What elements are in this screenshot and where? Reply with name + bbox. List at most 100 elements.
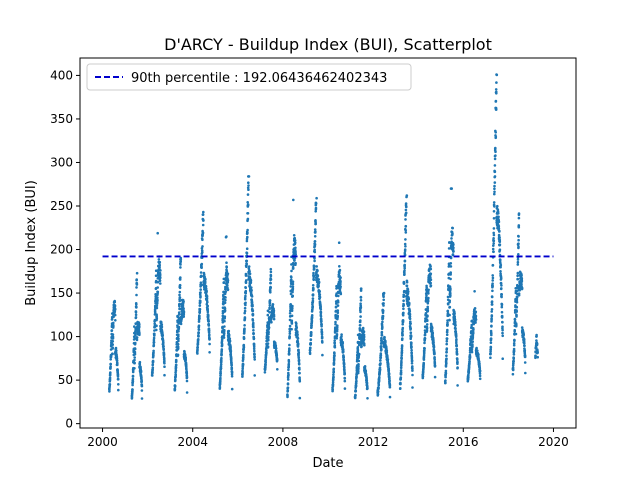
x-tick-label: 2004: [177, 435, 208, 449]
data-point: [403, 259, 407, 263]
data-point: [269, 278, 273, 281]
data-point: [223, 307, 227, 310]
data-point: [450, 237, 453, 240]
data-point: [478, 374, 482, 378]
data-point: [197, 324, 201, 328]
data-point: [219, 366, 223, 370]
data-point: [445, 337, 449, 341]
data-point: [409, 331, 413, 335]
data-point: [204, 287, 208, 290]
data-point: [501, 357, 505, 361]
data-point: [516, 271, 520, 275]
data-point: [489, 346, 493, 349]
data-point: [220, 353, 223, 356]
data-point: [219, 379, 222, 383]
data-point: [517, 242, 520, 245]
data-point: [500, 316, 504, 319]
data-point: [336, 324, 339, 328]
data-point: [291, 287, 295, 290]
data-point: [207, 320, 210, 323]
data-point: [380, 345, 383, 348]
data-point: [286, 383, 290, 386]
data-point: [265, 351, 268, 355]
data-point: [111, 333, 115, 336]
data-point: [200, 262, 204, 266]
data-point: [501, 325, 504, 329]
data-point: [205, 296, 209, 300]
data-point: [242, 355, 245, 359]
data-point: [379, 353, 383, 357]
data-point: [173, 387, 177, 391]
data-point: [174, 373, 177, 376]
data-point: [112, 324, 115, 328]
data-point: [357, 359, 361, 363]
data-point: [267, 322, 271, 325]
data-point: [156, 231, 159, 235]
data-point: [138, 325, 141, 329]
data-point: [263, 371, 267, 374]
data-point: [199, 294, 202, 298]
data-point: [426, 300, 430, 303]
y-tick-label: 250: [50, 199, 73, 213]
data-point: [178, 307, 181, 311]
data-point: [446, 312, 450, 315]
data-point: [206, 304, 209, 308]
data-point: [246, 201, 249, 204]
data-point: [449, 271, 453, 274]
data-point: [501, 321, 504, 324]
data-point: [298, 396, 302, 400]
data-point: [297, 351, 301, 354]
data-point: [230, 371, 234, 374]
data-point: [208, 342, 211, 346]
data-point: [381, 314, 385, 318]
data-point: [453, 315, 457, 318]
data-point: [333, 345, 337, 349]
data-point: [425, 284, 428, 288]
data-point: [471, 340, 475, 343]
data-point: [290, 319, 294, 323]
data-point: [319, 310, 323, 314]
data-point: [252, 329, 255, 332]
data-point: [400, 364, 403, 367]
data-point: [429, 265, 432, 268]
data-point: [133, 361, 136, 365]
data-point: [245, 239, 249, 243]
data-point: [319, 315, 323, 318]
data-point: [207, 314, 210, 318]
data-point: [445, 339, 449, 343]
data-point: [426, 314, 429, 318]
data-point: [266, 345, 270, 348]
data-point: [286, 389, 290, 393]
data-point: [246, 228, 249, 232]
data-point: [517, 224, 521, 227]
data-point: [401, 320, 405, 324]
data-point: [314, 206, 318, 210]
data-point: [410, 348, 413, 352]
data-point: [449, 292, 452, 295]
data-point: [140, 376, 143, 379]
data-point: [380, 333, 384, 337]
data-point: [492, 210, 496, 213]
data-point: [224, 287, 227, 291]
data-point: [296, 337, 300, 340]
data-point: [111, 346, 114, 350]
data-point: [377, 386, 380, 390]
data-point: [178, 299, 181, 303]
data-point: [244, 292, 247, 295]
data-point: [363, 365, 367, 368]
y-axis-ticks: 0 50 100 150 200 250 300 350 400: [50, 68, 80, 431]
data-point: [269, 286, 273, 290]
data-point: [140, 384, 144, 388]
data-point: [449, 273, 452, 276]
data-point: [336, 311, 340, 315]
data-point: [433, 352, 436, 356]
data-point: [455, 348, 459, 351]
data-point: [332, 367, 336, 371]
data-point: [140, 380, 143, 384]
data-point: [492, 244, 495, 247]
data-point: [335, 333, 339, 336]
data-point: [272, 307, 275, 311]
data-point: [287, 373, 290, 377]
data-point: [266, 313, 270, 317]
data-point: [311, 299, 315, 303]
